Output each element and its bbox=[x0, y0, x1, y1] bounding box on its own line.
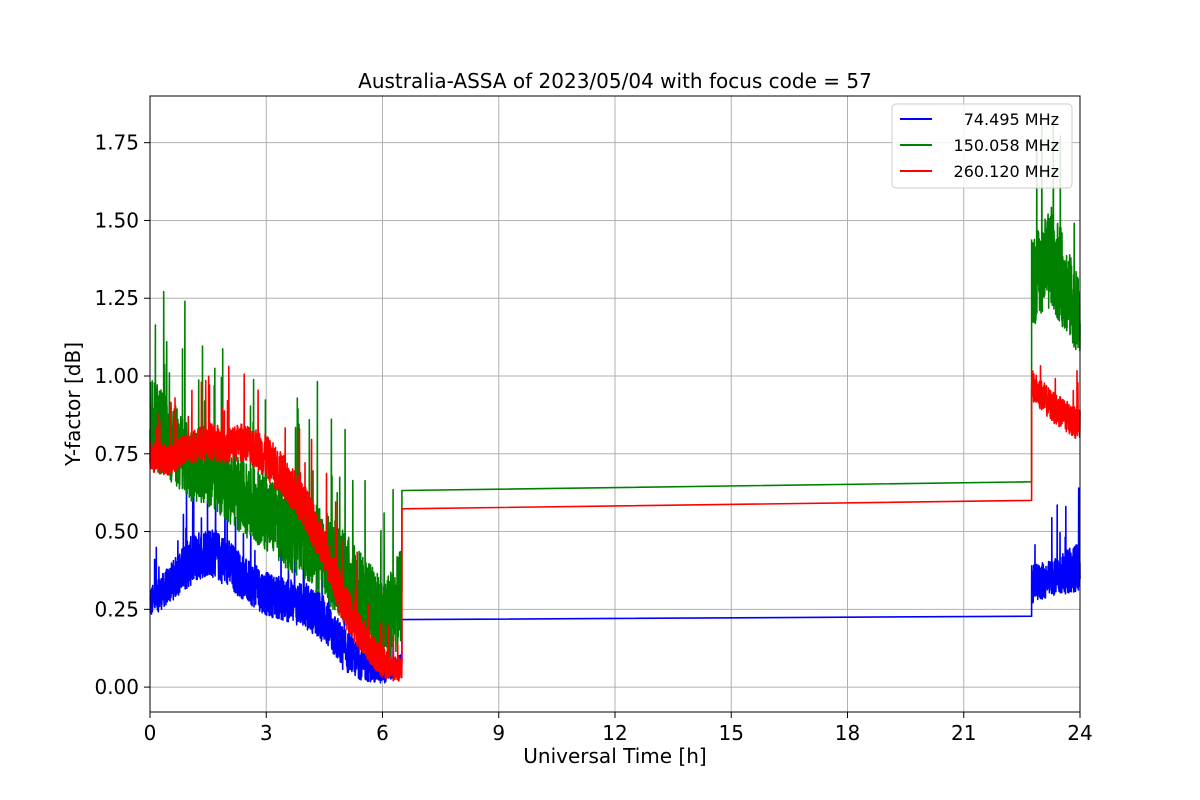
y-tick-label: 1.25 bbox=[94, 286, 139, 310]
y-tick-label: 0.50 bbox=[94, 520, 139, 544]
x-tick-label: 12 bbox=[602, 721, 627, 745]
series-2 bbox=[149, 365, 1081, 682]
y-tick-label: 0.00 bbox=[94, 675, 139, 699]
x-tick-label: 3 bbox=[260, 721, 273, 745]
x-tick-label: 9 bbox=[492, 721, 505, 745]
legend: 74.495 MHz 150.058 MHz 260.120 MHz bbox=[891, 103, 1073, 189]
x-axis-label: Universal Time [h] bbox=[523, 744, 706, 768]
y-tick-label: 1.50 bbox=[94, 208, 139, 232]
series-line-1 bbox=[149, 114, 1081, 670]
x-tick-label: 0 bbox=[144, 721, 157, 745]
x-tick-label: 6 bbox=[376, 721, 389, 745]
legend-entry-label: 150.058 MHz bbox=[954, 136, 1059, 155]
x-tick-label: 21 bbox=[951, 721, 976, 745]
chart-title: Australia-ASSA of 2023/05/04 with focus … bbox=[358, 69, 872, 93]
x-tick-label: 15 bbox=[719, 721, 744, 745]
y-axis-label: Y-factor [dB] bbox=[61, 342, 85, 467]
series-1 bbox=[149, 114, 1081, 670]
y-tick-label: 0.75 bbox=[94, 442, 139, 466]
x-tick-label: 24 bbox=[1067, 721, 1092, 745]
axis-ticks: 0 3 6 9 12 15 18 21 24 0.00 0.25 0.50 0.75 1.00 1.25 1.… bbox=[94, 131, 1092, 745]
y-tick-label: 1.00 bbox=[94, 364, 139, 388]
x-tick-label: 18 bbox=[835, 721, 860, 745]
y-tick-label: 1.75 bbox=[94, 131, 139, 155]
legend-box bbox=[891, 103, 1073, 189]
plot-area bbox=[149, 114, 1081, 684]
legend-entry-label: 74.495 MHz bbox=[964, 110, 1059, 129]
series-line-2 bbox=[149, 365, 1081, 682]
y-tick-label: 0.25 bbox=[94, 597, 139, 621]
legend-entry-label: 260.120 MHz bbox=[954, 162, 1059, 181]
